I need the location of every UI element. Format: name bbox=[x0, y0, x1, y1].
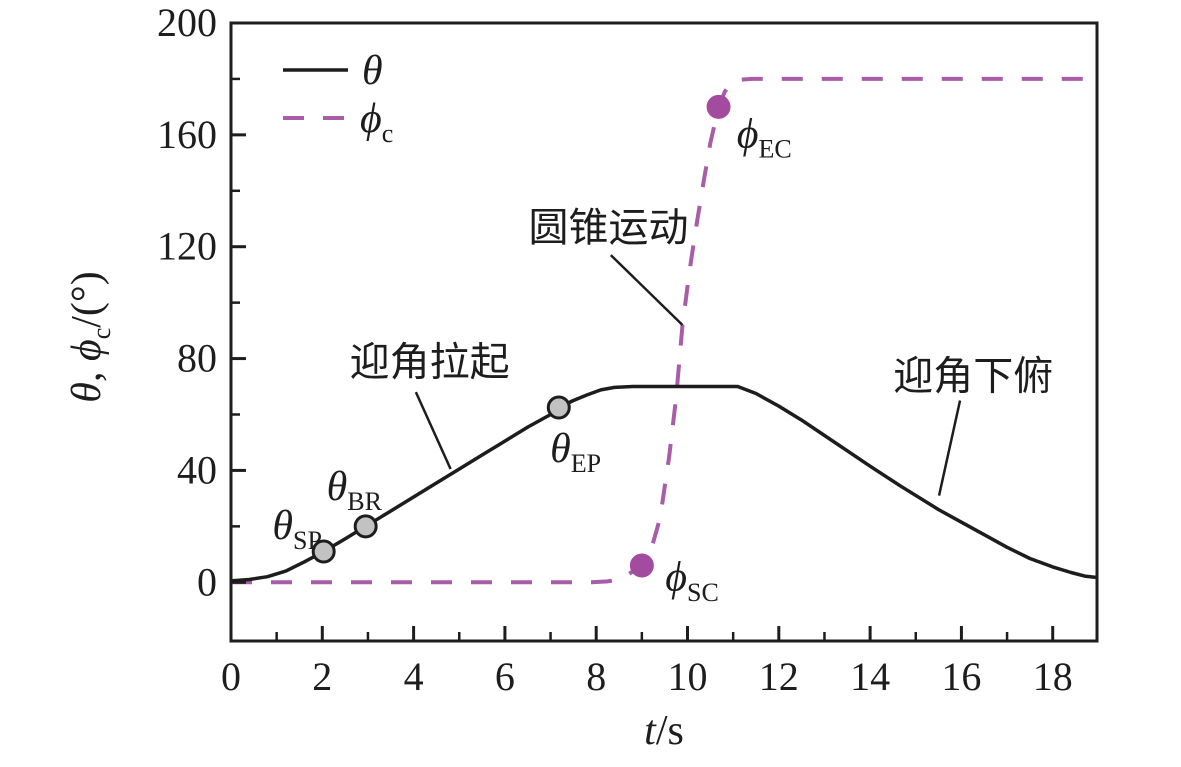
annotation-leader-line bbox=[414, 391, 452, 470]
legend-phi-label: ϕc bbox=[360, 96, 393, 148]
theta-curve bbox=[230, 384, 1098, 583]
x-tick-label: 18 bbox=[1033, 654, 1073, 699]
x-axis-label: t/s bbox=[644, 708, 684, 754]
event-point-phi-SC bbox=[629, 553, 654, 578]
x-tick-label: 2 bbox=[312, 654, 332, 699]
y-tick-label: 40 bbox=[177, 447, 217, 492]
y-tick-label: 80 bbox=[177, 336, 217, 381]
marker-label-phi-EC: ϕEC bbox=[737, 111, 792, 163]
legend: θϕc bbox=[283, 48, 393, 148]
marker-label-theta-SP: θSP bbox=[272, 503, 322, 555]
marker-theta-BR: θBR bbox=[327, 464, 383, 539]
y-tick-label: 120 bbox=[157, 224, 217, 269]
marker-theta-EP: θEP bbox=[546, 395, 601, 478]
y-tick-label: 0 bbox=[197, 559, 217, 604]
annotation-text-coning: 圆锥运动 bbox=[529, 205, 689, 250]
x-tick-label: 10 bbox=[668, 654, 708, 699]
x-tick-label: 6 bbox=[495, 654, 515, 699]
event-point-theta-BR bbox=[353, 514, 378, 539]
y-axis-label: θ, ϕc/(°) bbox=[64, 271, 116, 402]
marker-phi-EC: ϕEC bbox=[706, 94, 792, 164]
annotation-coning: 圆锥运动 bbox=[529, 205, 689, 326]
annotation-text-pull-up: 迎角拉起 bbox=[350, 339, 510, 384]
annotation-leader-line bbox=[609, 254, 684, 326]
marker-label-theta-BR: θBR bbox=[327, 464, 383, 516]
event-point-phi-EC bbox=[706, 94, 731, 119]
x-tick-label: 4 bbox=[404, 654, 424, 699]
annotation-pull-up: 迎角拉起 bbox=[350, 339, 510, 470]
x-tick-label: 8 bbox=[586, 654, 606, 699]
plot-frame bbox=[229, 21, 1099, 643]
x-tick-label: 14 bbox=[850, 654, 890, 699]
marker-theta-SP: θSP bbox=[272, 503, 336, 564]
legend-theta-label: θ bbox=[362, 48, 383, 94]
annotation-text-pitch-down: 迎角下俯 bbox=[893, 353, 1053, 398]
x-tick-label: 0 bbox=[221, 654, 241, 699]
x-tick-label: 16 bbox=[941, 654, 981, 699]
y-tick-label: 200 bbox=[157, 0, 217, 45]
annotation-leader-line bbox=[937, 400, 962, 496]
annotation-pitch-down: 迎角下俯 bbox=[893, 353, 1053, 496]
event-point-theta-EP bbox=[546, 395, 571, 420]
phi-c-curve bbox=[231, 76, 1097, 585]
marker-label-phi-SC: ϕSC bbox=[665, 555, 719, 607]
y-tick-label: 160 bbox=[157, 112, 217, 157]
event-point-theta-SP bbox=[311, 539, 336, 564]
x-tick-label: 12 bbox=[759, 654, 799, 699]
marker-label-theta-EP: θEP bbox=[550, 426, 601, 478]
marker-phi-SC: ϕSC bbox=[629, 553, 719, 607]
